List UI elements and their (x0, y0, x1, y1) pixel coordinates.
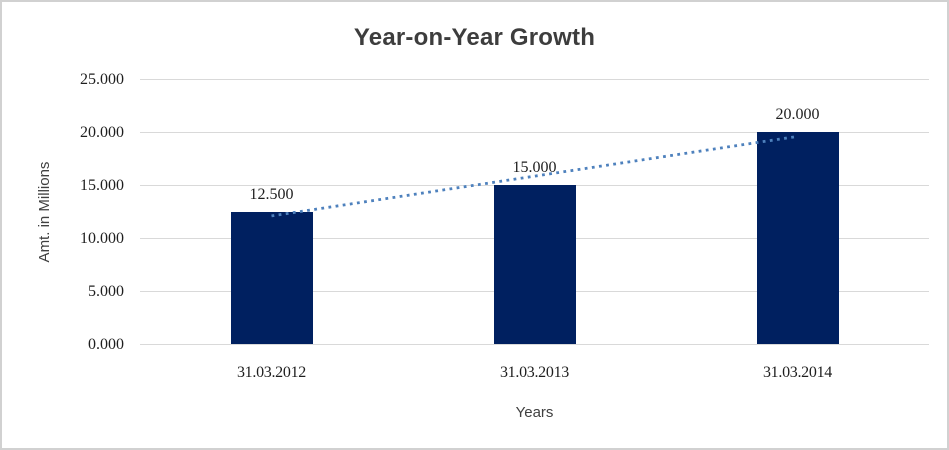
y-tick-label: 10.000 (80, 229, 124, 247)
bar-31.03.2012 (230, 211, 313, 344)
data-label: 12.500 (249, 185, 294, 203)
gridline-0.000 (140, 343, 929, 345)
bar-31.03.2014 (756, 132, 839, 344)
x-tick-label: 31.03.2012 (236, 364, 306, 381)
gridline-25.000 (140, 78, 929, 80)
y-tick-label: 25.000 (80, 70, 124, 88)
y-tick-label: 20.000 (80, 123, 124, 141)
y-axis-title: Amt. in Millions (36, 161, 53, 263)
x-axis-title: Years (515, 404, 554, 421)
chart-title: Year-on-Year Growth (353, 24, 596, 51)
y-tick-label: 5.000 (88, 282, 124, 300)
y-tick-label: 15.000 (80, 176, 124, 194)
x-tick-label: 31.03.2014 (762, 364, 832, 381)
data-label: 15.000 (512, 159, 557, 176)
gridline-20.000 (140, 131, 929, 133)
x-tick-label: 31.03.2013 (499, 364, 569, 381)
y-tick-label: 0.000 (88, 335, 124, 353)
bar-31.03.2013 (493, 185, 576, 344)
data-label: 20.000 (775, 106, 820, 123)
